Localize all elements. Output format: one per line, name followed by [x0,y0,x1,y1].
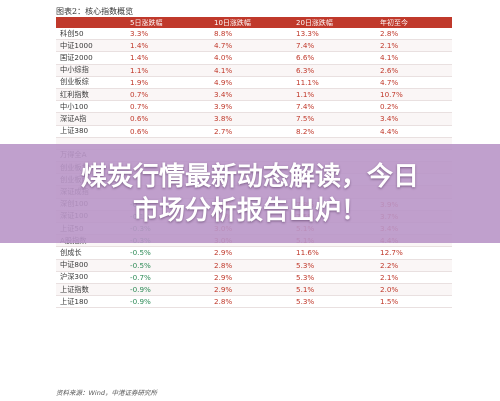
value-cell: -0.7% [126,271,210,284]
value-cell: 4.1% [210,64,292,77]
index-name-cell: 科创50 [56,28,126,41]
headline-banner [0,144,500,243]
index-name-cell: 中证1000 [56,39,126,53]
value-cell: 2.9% [210,283,292,297]
table-row: 上证指数 -0.9% 2.9% 5.1% 2.0% [56,283,452,297]
value-cell: 1.1% [126,64,210,77]
table-row: 中证800 -0.5% 2.8% 5.3% 2.2% [56,259,452,272]
headline-line-1: 煤炭行情最新动态解读，今日 [80,162,419,192]
value-cell: 4.7% [210,39,292,53]
index-name-cell: 创成长 [56,246,126,260]
value-cell: 4.1% [376,51,452,65]
value-cell: 6.6% [292,51,376,65]
index-name-cell: 深证A指 [56,112,126,126]
source-note: 资料来源：Wind，中港证券研究所 [56,389,157,397]
value-cell: 1.5% [376,295,452,309]
table-row: 中小100 0.7% 3.9% 7.4% 0.2% [56,100,452,114]
value-cell: -0.9% [126,295,210,309]
value-cell: 2.6% [376,64,452,77]
value-cell: 5.3% [292,271,376,284]
header-cell [56,17,126,28]
value-cell: 4.4% [376,125,452,138]
value-cell: 5.3% [292,259,376,272]
value-cell: 3.8% [210,112,292,126]
value-cell: 6.3% [292,64,376,77]
value-cell: 11.1% [292,76,376,89]
header-cell: 20日涨跌幅 [292,17,376,28]
table-row: 红利指数 0.7% 3.4% 1.1% 10.7% [56,88,452,102]
value-cell: 13.3% [292,28,376,41]
table-header-row: 5日涨跌幅 10日涨跌幅 20日涨跌幅 年初至今 [56,17,452,28]
value-cell: 3.9% [210,100,292,114]
value-cell: 3.4% [210,88,292,102]
value-cell: 8.2% [292,125,376,138]
index-name-cell: 上证180 [56,295,126,309]
table-row: 深证A指 0.6% 3.8% 7.5% 3.4% [56,112,452,126]
value-cell: 2.7% [210,125,292,138]
table-row: 创成长 -0.5% 2.9% 11.6% 12.7% [56,246,452,260]
index-name-cell: 上证380 [56,125,126,138]
figure-title: 图表2：核心指数概览 [56,7,134,16]
value-cell: 1.4% [126,51,210,65]
value-cell: 10.7% [376,88,452,102]
header-cell: 年初至今 [376,17,452,28]
value-cell: 0.2% [376,100,452,114]
value-cell: 4.9% [210,76,292,89]
value-cell: 12.7% [376,246,452,260]
value-cell: 2.8% [376,28,452,41]
value-cell: 2.9% [210,246,292,260]
headline-line-2: 市场分析报告出炉！ [132,196,367,226]
header-cell: 10日涨跌幅 [210,17,292,28]
table-row: 国证2000 1.4% 4.0% 6.6% 4.1% [56,51,452,65]
index-name-cell: 国证2000 [56,51,126,65]
value-cell: 5.3% [292,295,376,309]
value-cell: 1.9% [126,76,210,89]
value-cell: 1.1% [292,88,376,102]
table-row: 沪深300 -0.7% 2.9% 5.3% 2.1% [56,271,452,284]
value-cell: 3.3% [126,28,210,41]
value-cell: -0.9% [126,283,210,297]
index-name-cell: 红利指数 [56,88,126,102]
value-cell: 3.4% [376,112,452,126]
value-cell: 2.8% [210,295,292,309]
value-cell: 7.4% [292,39,376,53]
value-cell: 2.0% [376,283,452,297]
index-name-cell: 上证指数 [56,283,126,297]
value-cell: 0.6% [126,125,210,138]
table-row: 中小综指 1.1% 4.1% 6.3% 2.6% [56,64,452,77]
value-cell: 0.6% [126,112,210,126]
value-cell: 1.4% [126,39,210,53]
value-cell: -0.5% [126,246,210,260]
value-cell: 11.6% [292,246,376,260]
headline: 煤炭行情最新动态解读，今日 市场分析报告出炉！ [0,160,500,228]
value-cell: 2.8% [210,259,292,272]
table-row: 上证380 0.6% 2.7% 8.2% 4.4% [56,125,452,138]
value-cell: 2.1% [376,39,452,53]
value-cell: 4.7% [376,76,452,89]
value-cell: 0.7% [126,88,210,102]
index-name-cell: 沪深300 [56,271,126,284]
value-cell: 7.4% [292,100,376,114]
index-name-cell: 中证800 [56,259,126,272]
index-name-cell: 中小综指 [56,64,126,77]
value-cell: 5.1% [292,283,376,297]
index-name-cell: 中小100 [56,100,126,114]
value-cell: 2.9% [210,271,292,284]
value-cell: 2.2% [376,259,452,272]
value-cell: 7.5% [292,112,376,126]
value-cell: 2.1% [376,271,452,284]
table-row: 上证180 -0.9% 2.8% 5.3% 1.5% [56,295,452,309]
value-cell: 8.8% [210,28,292,41]
value-cell: 0.7% [126,100,210,114]
value-cell: 4.0% [210,51,292,65]
table-row: 中证1000 1.4% 4.7% 7.4% 2.1% [56,39,452,53]
value-cell: -0.5% [126,259,210,272]
index-name-cell: 创业板综 [56,76,126,89]
table-row: 创业板综 1.9% 4.9% 11.1% 4.7% [56,76,452,89]
table-row: 科创50 3.3% 8.8% 13.3% 2.8% [56,28,452,41]
header-cell: 5日涨跌幅 [126,17,210,28]
